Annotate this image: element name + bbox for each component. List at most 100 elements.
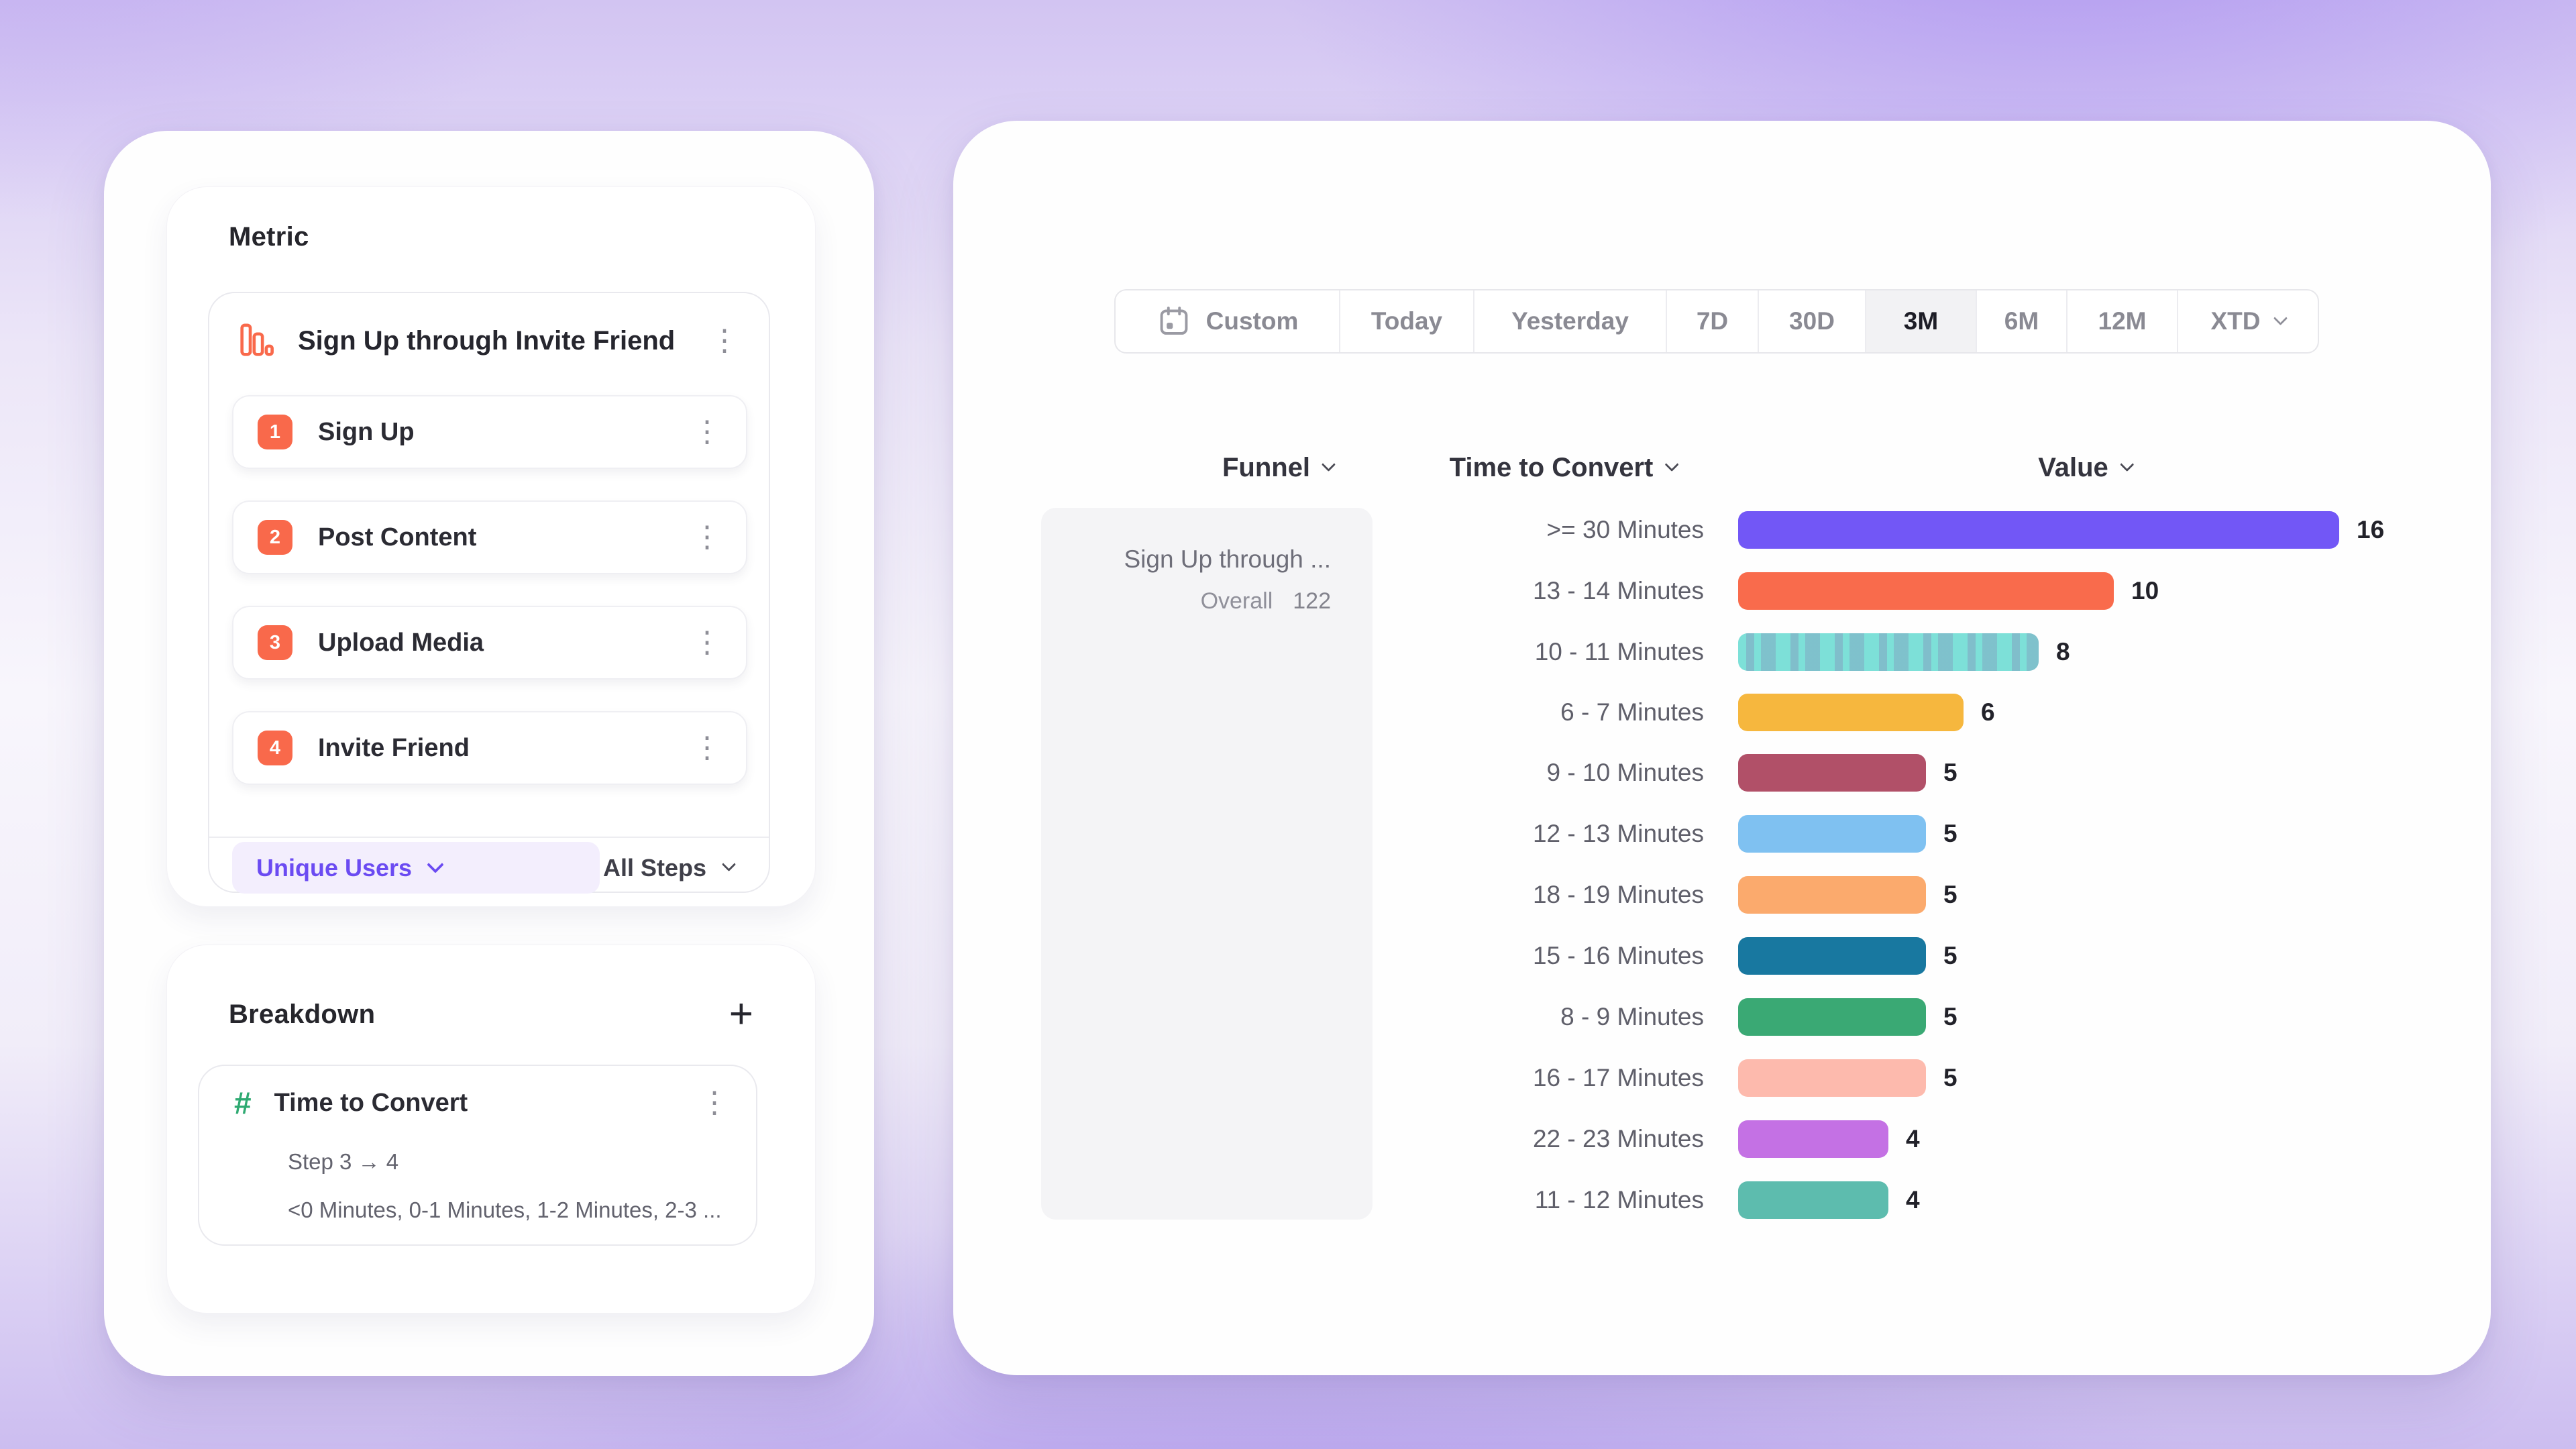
bar[interactable] (1738, 511, 2339, 549)
chart-row: 9 - 10 Minutes 5 (953, 742, 2491, 803)
date-option-xtd[interactable]: XTD (2178, 290, 2318, 352)
category-label: 15 - 16 Minutes (1532, 941, 1704, 969)
bar[interactable] (1738, 572, 2114, 610)
bar[interactable] (1738, 814, 1926, 853)
date-option-30d[interactable]: 30D (1759, 290, 1866, 352)
category-label: 11 - 12 Minutes (1534, 1185, 1704, 1214)
funnel-summary-name: Sign Up through ... (1124, 545, 1331, 573)
chevron-down-icon (427, 855, 444, 873)
bar-value: 5 (1943, 941, 1957, 969)
date-option-3m[interactable]: 3M (1866, 290, 1977, 352)
report-panel: Custom Today Yesterday 7D 30D 3M 6M 12M … (953, 121, 2491, 1375)
bar-value: 5 (1943, 880, 1957, 908)
date-option-label: 7D (1696, 307, 1729, 335)
funnel-step-2[interactable]: 2 Post Content ⋮ (232, 500, 747, 574)
column-header-time-to-convert[interactable]: Time to Convert (1450, 451, 1679, 484)
metric-section-title: Metric (229, 222, 309, 252)
bar-value: 8 (2056, 637, 2070, 665)
date-option-label: 6M (2004, 307, 2039, 335)
chart-row: 15 - 16 Minutes 5 (953, 925, 2491, 986)
chart-row: 6 - 7 Minutes 6 (953, 682, 2491, 743)
steps-scope-dropdown[interactable]: All Steps (602, 842, 737, 894)
kebab-menu-icon[interactable]: ⋮ (692, 731, 722, 764)
date-option-label: Today (1371, 307, 1443, 335)
bar[interactable] (1738, 998, 1926, 1036)
funnel-step-4[interactable]: 4 Invite Friend ⋮ (232, 711, 747, 785)
date-option-label: Yesterday (1511, 307, 1629, 335)
breakdown-step-range: Step 3 → 4 (288, 1149, 399, 1174)
category-label: >= 30 Minutes (1546, 515, 1704, 543)
bar[interactable] (1738, 693, 1964, 731)
step-label: Sign Up (318, 417, 415, 446)
bar-value: 16 (2357, 515, 2385, 543)
breakdown-section-title: Breakdown (229, 999, 376, 1029)
footer-divider (209, 837, 769, 838)
category-label: 9 - 10 Minutes (1546, 758, 1704, 786)
chevron-down-icon (721, 857, 737, 872)
bar[interactable] (1738, 936, 1926, 975)
category-label: 8 - 9 Minutes (1560, 1002, 1704, 1030)
breakdown-property-card[interactable]: # Time to Convert ⋮ Step 3 → 4 <0 Minute… (198, 1065, 757, 1246)
step-label: Upload Media (318, 628, 484, 657)
breakdown-section-card: Breakdown + # Time to Convert ⋮ Step 3 →… (166, 945, 816, 1313)
bar-value: 4 (1906, 1185, 1920, 1214)
chevron-down-icon (2273, 311, 2288, 325)
add-breakdown-button[interactable]: + (729, 991, 753, 1037)
funnel-summary-box[interactable]: Sign Up through ... Overall 122 (1041, 508, 1373, 1220)
bar-chart-icon (236, 321, 275, 360)
date-option-6m[interactable]: 6M (1977, 290, 2068, 352)
funnel-step-1[interactable]: 1 Sign Up ⋮ (232, 395, 747, 469)
column-header-value[interactable]: Value (2038, 451, 2134, 484)
column-header-label: Funnel (1222, 452, 1311, 482)
funnel-step-3[interactable]: 3 Upload Media ⋮ (232, 606, 747, 680)
bar-value: 5 (1943, 1002, 1957, 1030)
overall-label: Overall (1200, 588, 1273, 614)
kebab-menu-icon[interactable]: ⋮ (710, 324, 739, 357)
category-label: 12 - 13 Minutes (1532, 819, 1704, 847)
kebab-menu-icon[interactable]: ⋮ (692, 626, 722, 659)
bar-value: 5 (1943, 758, 1957, 786)
kebab-menu-icon[interactable]: ⋮ (700, 1086, 729, 1119)
bar-value: 10 (2131, 576, 2159, 604)
query-builder-panel: Metric Sign Up through Invite Friend ⋮ 1 (104, 131, 874, 1376)
funnel-definition-card: Sign Up through Invite Friend ⋮ 1 Sign U… (208, 292, 770, 894)
bar[interactable] (1738, 753, 1926, 792)
counting-method-dropdown[interactable]: Unique Users (232, 842, 600, 894)
bar[interactable] (1738, 875, 1926, 914)
step-number-badge: 4 (258, 731, 292, 765)
date-option-label: 12M (2098, 307, 2147, 335)
bar[interactable] (1738, 1120, 1888, 1158)
number-property-icon: # (234, 1085, 252, 1120)
column-header-funnel[interactable]: Funnel (1222, 451, 1336, 484)
category-label: 6 - 7 Minutes (1560, 698, 1704, 726)
date-option-today[interactable]: Today (1340, 290, 1474, 352)
category-label: 13 - 14 Minutes (1532, 576, 1704, 604)
funnel-name: Sign Up through Invite Friend (298, 325, 676, 356)
step-label: Invite Friend (318, 733, 470, 762)
kebab-menu-icon[interactable]: ⋮ (692, 521, 722, 553)
date-range-picker: Custom Today Yesterday 7D 30D 3M 6M 12M … (1114, 289, 2319, 354)
steps-scope-label: All Steps (602, 853, 706, 881)
funnel-header-row[interactable]: Sign Up through Invite Friend ⋮ (209, 293, 769, 388)
funnel-summary-overall: Overall 122 (1201, 588, 1331, 614)
bar-value: 5 (1943, 1063, 1957, 1091)
date-option-7d[interactable]: 7D (1667, 290, 1759, 352)
kebab-menu-icon[interactable]: ⋮ (692, 415, 722, 448)
chart-row: >= 30 Minutes 16 (953, 499, 2491, 560)
metric-section-card: Metric Sign Up through Invite Friend ⋮ 1 (166, 186, 816, 907)
chart-row: 18 - 19 Minutes 5 (953, 864, 2491, 925)
date-option-label: 3M (1903, 307, 1939, 335)
date-option-12m[interactable]: 12M (2068, 290, 2178, 352)
breakdown-property-row: # Time to Convert ⋮ (199, 1066, 756, 1118)
chart-row: 22 - 23 Minutes 4 (953, 1108, 2491, 1169)
bar[interactable] (1738, 633, 2039, 671)
step-number-badge: 2 (258, 520, 292, 555)
bar[interactable] (1738, 1181, 1888, 1219)
bar-value: 6 (1981, 698, 1995, 726)
chart-row: 10 - 11 Minutes 8 (953, 621, 2491, 682)
bar[interactable] (1738, 1059, 1926, 1097)
date-option-custom[interactable]: Custom (1116, 290, 1340, 352)
date-option-yesterday[interactable]: Yesterday (1474, 290, 1667, 352)
date-option-label: XTD (2210, 307, 2261, 335)
